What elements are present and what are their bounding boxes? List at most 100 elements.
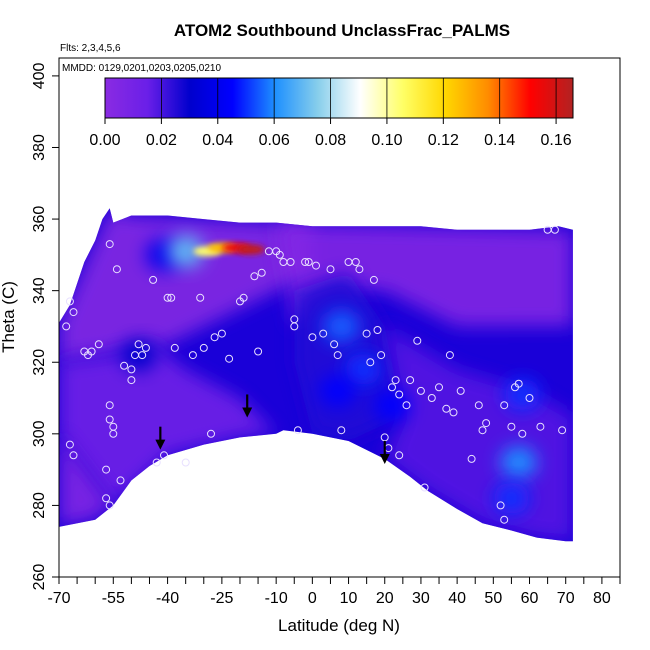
x-tick-label: -70 (47, 590, 70, 607)
x-tick-label: -55 (102, 590, 125, 607)
x-tick-label: 30 (412, 590, 430, 607)
sample-point (160, 451, 168, 460)
colorbar-tick-label: 0.00 (89, 132, 120, 149)
surface-region (59, 340, 277, 506)
sample-point (518, 429, 527, 438)
sample-point (369, 275, 378, 284)
sample-point (257, 268, 266, 277)
x-tick-label: 80 (593, 590, 611, 607)
sample-point (304, 258, 313, 266)
x-tick-label: 40 (448, 590, 466, 607)
sample-point (330, 340, 339, 349)
y-tick-label: 320 (31, 349, 48, 376)
colorbar-tick-label: 0.12 (428, 132, 459, 149)
sample-point (312, 261, 320, 270)
sample-point (420, 483, 429, 492)
y-tick-label: 400 (31, 62, 48, 89)
sample-point (413, 336, 422, 345)
sample-point (210, 333, 219, 342)
y-axis-label: Theta (C) (0, 281, 18, 353)
colorbar-tick-label: 0.02 (146, 132, 177, 149)
sample-point (293, 426, 302, 435)
sample-point (456, 386, 465, 395)
y-axis: 260 280 300 320 340 360 380 400 (31, 62, 59, 590)
sample-point (395, 390, 404, 399)
sample-point (377, 351, 386, 360)
sample-point (449, 408, 458, 417)
arrow-markers (155, 394, 390, 464)
colorbar-tick-label: 0.14 (484, 132, 515, 149)
sample-point (391, 376, 400, 385)
sample-point (435, 383, 443, 392)
sample-point (558, 426, 567, 435)
y-tick-label: 260 (31, 564, 48, 591)
sample-point (427, 394, 436, 402)
surface-hotspot (345, 353, 382, 386)
sample-point (102, 494, 111, 503)
sample-point (507, 422, 516, 431)
sample-point (141, 343, 150, 352)
sample-point (351, 258, 360, 266)
sample-point (290, 322, 299, 331)
arrow-head (155, 439, 166, 450)
sample-point (217, 329, 226, 338)
sample-point (388, 383, 396, 392)
sample-point (500, 515, 509, 524)
y-tick-label: 380 (31, 134, 48, 161)
sample-point (406, 376, 415, 385)
sample-point (250, 272, 259, 281)
x-tick-label: -10 (265, 590, 288, 607)
sample-point (225, 354, 234, 363)
sample-point (326, 265, 335, 274)
sample-point (550, 225, 559, 234)
sample-point (319, 329, 328, 338)
sample-point (105, 240, 114, 249)
colorbar-tick-label: 0.04 (202, 132, 233, 149)
sample-point (127, 365, 136, 374)
x-tick-label: 20 (376, 590, 394, 607)
sample-point (207, 429, 215, 438)
sample-point (199, 343, 208, 352)
sample-point (395, 451, 404, 460)
sample-point (152, 458, 161, 467)
sample-point (149, 275, 158, 284)
y-tick-label: 360 (31, 206, 48, 233)
sample-point (65, 297, 74, 306)
sample-point (478, 426, 487, 435)
sample-point (333, 351, 342, 360)
sample-point (366, 358, 375, 367)
sample-point (109, 422, 118, 431)
sample-point (402, 401, 411, 410)
sample-point (536, 422, 545, 431)
sample-point (65, 440, 74, 449)
sample-point (138, 351, 147, 360)
sample-points (62, 225, 567, 524)
sample-point (127, 376, 136, 385)
sample-point (105, 501, 114, 510)
sample-point (286, 258, 295, 266)
colorbar-tick-label: 0.06 (259, 132, 290, 149)
surface-hotspot (236, 244, 265, 255)
y-tick-label: 280 (31, 492, 48, 519)
sample-point (275, 250, 284, 259)
x-axis: -70 -55 -40 -25 -10 0 10 20 30 40 50 60 70 80 (47, 577, 621, 607)
sample-point (167, 293, 176, 302)
sample-point (163, 293, 172, 302)
colorbar-ticks: 0.00 0.02 0.04 0.06 0.08 0.10 0.12 0.14 0.16 (89, 78, 572, 149)
sample-point (355, 265, 364, 274)
sample-point (254, 347, 263, 356)
sample-point (62, 322, 71, 331)
surface-hotspot (319, 374, 356, 407)
arrow-head (242, 407, 253, 418)
colorbar-rect (104, 77, 574, 119)
sample-point (170, 343, 179, 352)
sample-point (181, 458, 190, 467)
sample-point (445, 351, 454, 360)
sample-point (69, 308, 78, 317)
sample-point (337, 426, 346, 435)
sample-point (120, 361, 129, 370)
surface-hotspot (167, 235, 204, 268)
sample-point (102, 465, 111, 474)
sample-point (474, 401, 483, 410)
y-tick-label: 340 (31, 277, 48, 304)
